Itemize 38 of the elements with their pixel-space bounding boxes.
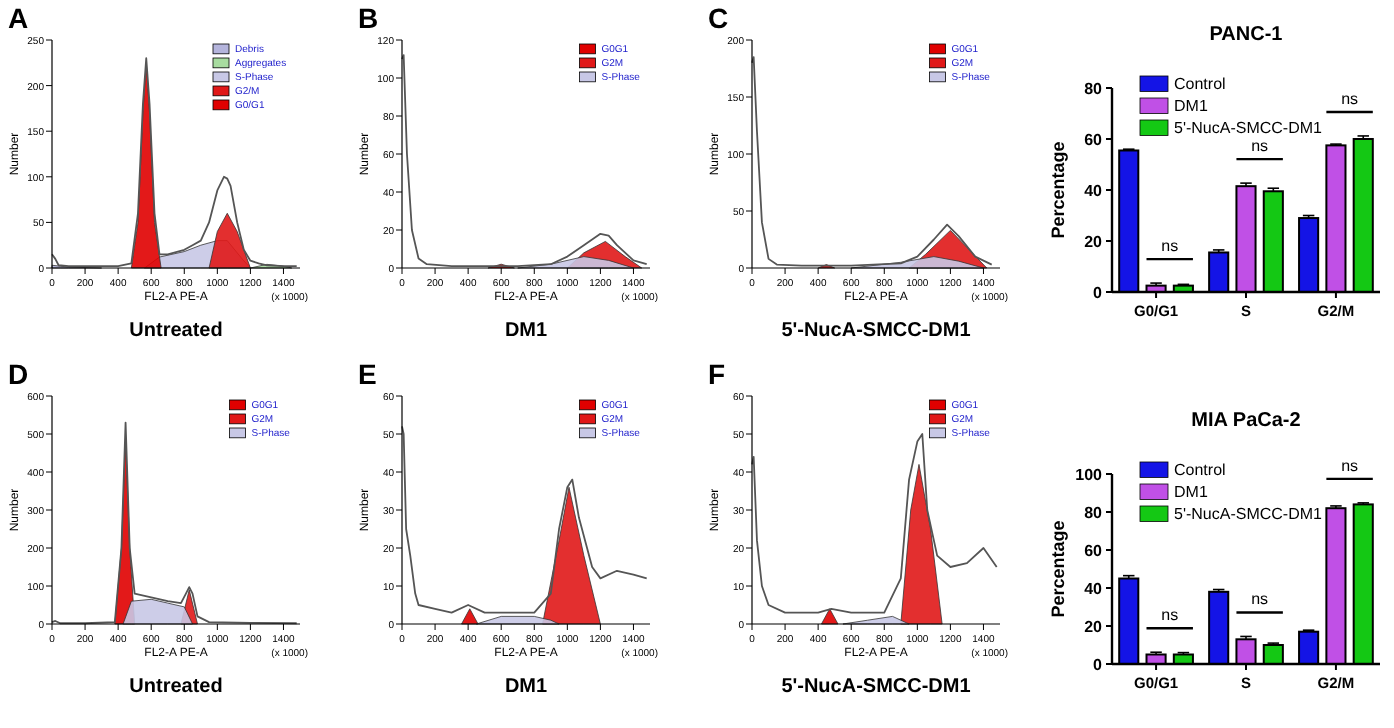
legend-label: DM1 xyxy=(1174,97,1209,116)
y-tick-label: 100 xyxy=(1075,466,1104,484)
y-tick-label: 60 xyxy=(1084,542,1104,560)
legend-label: 5'-NucA-SMCC-DM1 xyxy=(1174,119,1324,138)
annotation: ns xyxy=(1161,606,1179,625)
y-tick-label: 60 xyxy=(1084,131,1104,149)
text: DM1 xyxy=(504,320,548,342)
y-tick-label: 80 xyxy=(1084,504,1104,522)
chart-title: E xyxy=(358,358,377,390)
text: Untreated xyxy=(129,320,223,342)
annotation: ns xyxy=(1161,237,1179,256)
y-tick-label: 40 xyxy=(1084,182,1104,200)
chart-title: A xyxy=(8,2,29,34)
annotation: ns xyxy=(1341,456,1359,475)
chart-title: PANC-1 xyxy=(1209,24,1284,46)
y-axis-title: Percentage xyxy=(1048,520,1068,618)
annotation: ns xyxy=(1341,89,1359,108)
text: DM1 xyxy=(504,676,548,698)
chart-title: MIA PaCa-2 xyxy=(1191,410,1302,432)
text: 5'-NucA-SMCC-DM1 xyxy=(781,320,972,342)
legend-label: Control xyxy=(1174,75,1227,94)
legend-label: DM1 xyxy=(1174,483,1209,502)
chart-title: F xyxy=(708,358,726,390)
chart-title: B xyxy=(358,2,379,34)
legend-label: Control xyxy=(1174,461,1227,480)
text: 5'-NucA-SMCC-DM1 xyxy=(781,676,972,698)
chart-title: C xyxy=(708,2,729,34)
annotation: ns xyxy=(1251,590,1269,609)
y-tick-label: 20 xyxy=(1084,233,1104,251)
y-tick-label: 20 xyxy=(1084,618,1104,636)
y-tick-label: 40 xyxy=(1084,580,1104,598)
legend-label: 5'-NucA-SMCC-DM1 xyxy=(1174,505,1324,524)
annotation: ns xyxy=(1251,137,1269,156)
y-axis-title: Percentage xyxy=(1048,141,1068,239)
chart-title: D xyxy=(8,358,29,390)
y-tick-label: 0 xyxy=(1093,656,1104,674)
y-tick-label: 80 xyxy=(1084,80,1104,98)
text: Untreated xyxy=(129,676,223,698)
